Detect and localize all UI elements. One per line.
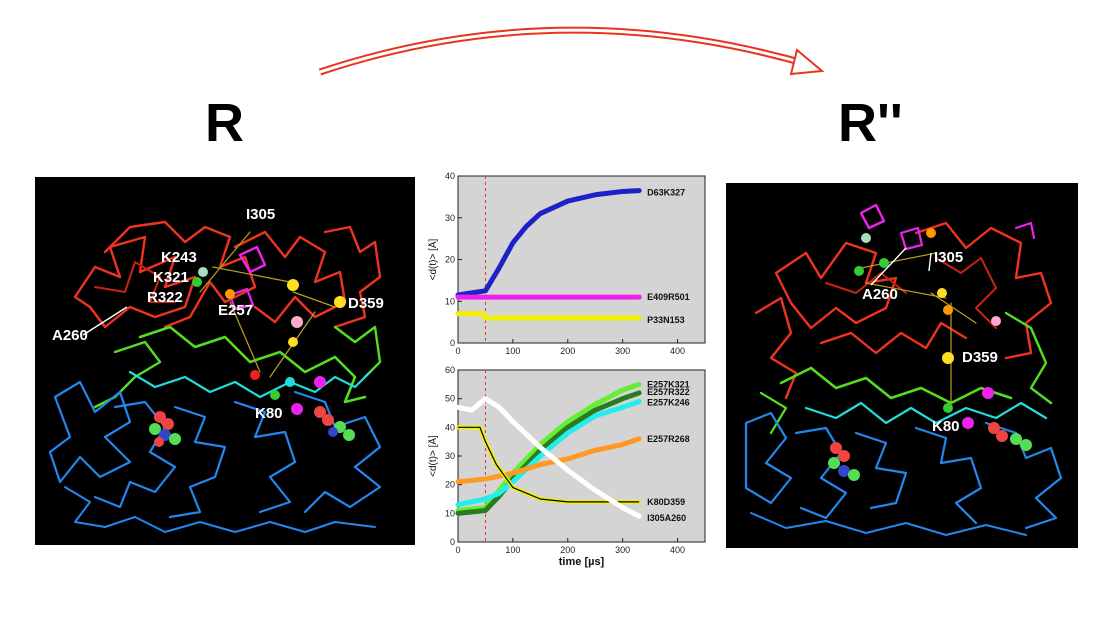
x-tick-label: 400 — [670, 545, 685, 555]
x-tick-label: 100 — [505, 545, 520, 555]
left-structure-panel: I305 K243 K321 R322 E257 A260 D359 K80 — [35, 177, 415, 545]
y-axis-label: <d(t)> [Å] — [428, 435, 439, 477]
series-label: E257K321 — [647, 379, 690, 389]
y-tick-label: 20 — [445, 255, 455, 265]
plot-area — [457, 175, 706, 344]
series-label: I305A260 — [647, 513, 686, 523]
x-tick-label: 100 — [505, 346, 520, 356]
label-d359: D359 — [348, 295, 384, 312]
right-structure-panel: I305 A260 D359 K80 — [726, 183, 1078, 548]
label-e257: E257 — [218, 302, 254, 319]
series-label: E257R322 — [647, 387, 690, 397]
x-tick-label: 200 — [560, 346, 575, 356]
y-tick-label: 30 — [445, 213, 455, 223]
series-label: K80D359 — [647, 497, 685, 507]
x-tick-label: 300 — [615, 346, 630, 356]
series-label: D63K327 — [647, 188, 685, 198]
state-label-r: R — [205, 93, 244, 153]
label-d359: D359 — [962, 349, 998, 366]
label-k80: K80 — [932, 418, 960, 435]
x-tick-label: 0 — [455, 346, 460, 356]
x-axis-label: time [µs] — [559, 556, 605, 568]
y-tick-label: 40 — [445, 171, 455, 181]
y-tick-label: 20 — [445, 480, 455, 490]
series-label: E257R268 — [647, 434, 690, 444]
distance-chart-bottom: 0 100 200 300 400 0 10 20 30 40 50 60 E257K321E257R3… — [428, 365, 706, 568]
y-tick-label: 10 — [445, 296, 455, 306]
series-fit-k80d359 — [458, 426, 640, 503]
label-k243: K243 — [161, 249, 197, 266]
label-i305: I305 — [246, 206, 276, 223]
label-r322: R322 — [147, 289, 183, 306]
series-label: E257K246 — [647, 398, 690, 408]
x-tick-label: 0 — [455, 545, 460, 555]
series-line-i305a260 — [455, 396, 642, 519]
y-tick-label: 30 — [445, 451, 455, 461]
left-protein-ribbon — [48, 220, 382, 533]
x-tick-label: 300 — [615, 545, 630, 555]
series-line-e257k246 — [455, 399, 642, 508]
label-k80: K80 — [255, 405, 283, 422]
y-tick-label: 10 — [445, 508, 455, 518]
series-line-p33n153 — [455, 311, 642, 321]
y-tick-label: 0 — [450, 338, 455, 348]
label-k321: K321 — [153, 269, 189, 286]
label-i305: I305 — [934, 249, 964, 266]
x-tick-label: 400 — [670, 346, 685, 356]
y-tick-label: 50 — [445, 394, 455, 404]
y-axis-label: <d(t)> [Å] — [428, 238, 439, 280]
right-protein-ribbon — [744, 203, 1063, 536]
label-a260: A260 — [862, 286, 898, 303]
x-tick-label: 200 — [560, 545, 575, 555]
y-tick-label: 40 — [445, 422, 455, 432]
series-line-d63k327 — [455, 188, 642, 298]
label-a260: A260 — [52, 327, 88, 344]
series-label: P33N153 — [647, 315, 685, 325]
series-label: E409R501 — [647, 292, 690, 302]
transition-arrow — [318, 26, 825, 76]
y-tick-label: 60 — [445, 365, 455, 375]
y-tick-label: 0 — [450, 537, 455, 547]
distance-chart-top: 0 100 200 300 400 0 10 20 30 40 D63K327 E409R501 P33… — [428, 171, 706, 356]
state-label-r-double-prime: R'' — [838, 93, 903, 153]
